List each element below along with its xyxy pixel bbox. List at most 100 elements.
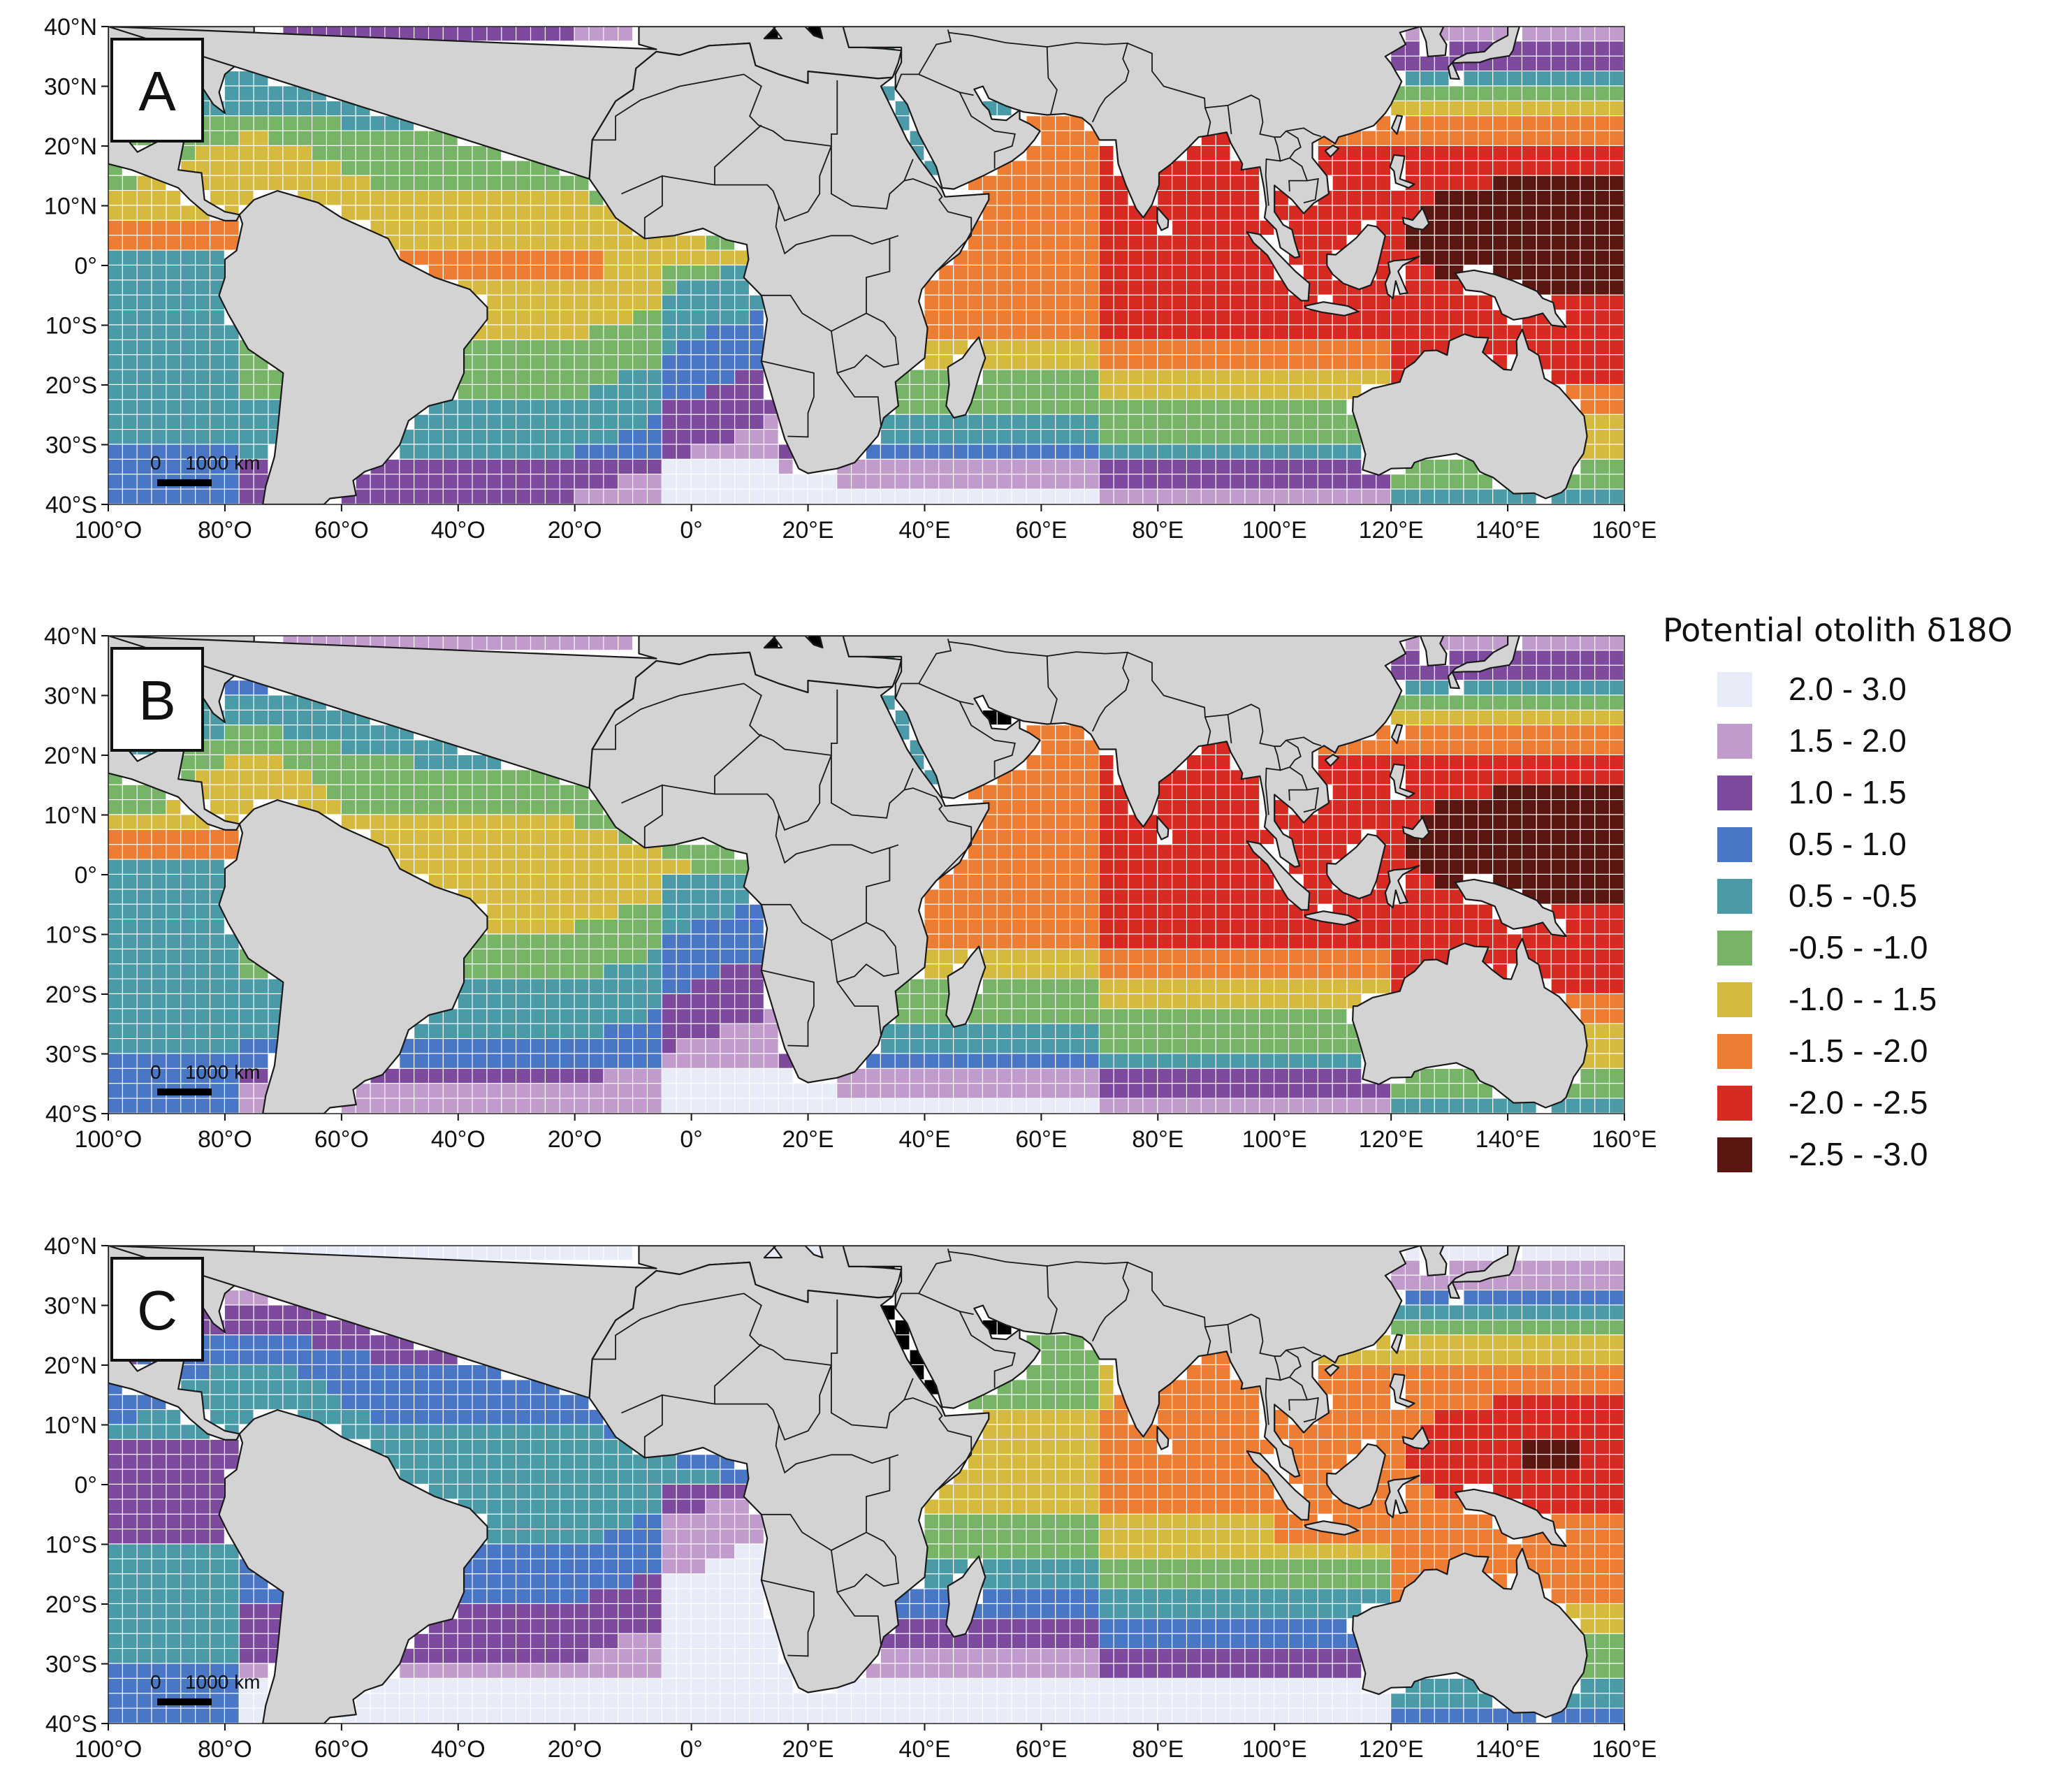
ocean-cell <box>1449 489 1464 504</box>
ocean-cell <box>691 265 706 280</box>
ocean-cell <box>618 964 632 979</box>
ocean-cell <box>1610 1054 1624 1068</box>
ocean-cell <box>1580 27 1595 41</box>
ocean-cell <box>1493 1350 1507 1364</box>
ocean-cell <box>1551 1290 1566 1305</box>
ocean-cell <box>1522 27 1536 41</box>
ocean-cell <box>1187 310 1201 325</box>
ocean-cell <box>472 994 487 1009</box>
ocean-cell <box>196 755 210 770</box>
ocean-cell <box>1566 829 1580 845</box>
ocean-cell <box>1070 161 1084 175</box>
ocean-cell <box>429 235 443 250</box>
ocean-cell <box>1332 325 1347 340</box>
ocean-cell <box>487 934 502 949</box>
ocean-cell <box>546 175 560 190</box>
ocean-cell <box>108 265 122 280</box>
ocean-cell <box>531 1084 545 1098</box>
ocean-cell <box>1012 770 1026 785</box>
ocean-cell <box>1493 710 1507 725</box>
ocean-cell <box>429 636 443 650</box>
ocean-cell <box>1536 146 1551 161</box>
country-border <box>715 184 899 255</box>
ocean-cell <box>560 1068 574 1084</box>
ocean-cell <box>720 430 734 444</box>
ocean-cell <box>1201 430 1216 444</box>
ocean-cell <box>152 400 166 414</box>
ocean-cell <box>1332 934 1347 949</box>
ocean-cell <box>982 250 997 265</box>
ocean-cell <box>1595 1439 1609 1455</box>
ocean-cell <box>400 1394 414 1409</box>
ocean-cell <box>356 1098 370 1113</box>
ocean-cell <box>618 889 632 904</box>
ocean-cell <box>1070 430 1084 444</box>
ocean-cell <box>1012 310 1026 325</box>
ocean-cell <box>604 1485 618 1499</box>
ocean-cell <box>1085 489 1099 504</box>
ocean-cell <box>400 1246 414 1260</box>
ocean-cell <box>1245 295 1260 309</box>
ocean-cell <box>1187 489 1201 504</box>
ocean-cell <box>662 1068 676 1084</box>
ocean-cell <box>1610 1009 1624 1024</box>
ocean-cell <box>487 265 502 280</box>
ocean-cell <box>224 710 239 725</box>
ocean-cell <box>633 235 647 250</box>
ocean-cell <box>1595 949 1609 964</box>
ocean-cell <box>1610 1410 1624 1425</box>
ocean-cell <box>1230 785 1245 799</box>
ocean-cell <box>997 889 1012 904</box>
ocean-cell <box>1230 489 1245 504</box>
ocean-cell <box>400 1439 414 1455</box>
ocean-cell <box>880 1098 895 1113</box>
ocean-cell <box>1566 101 1580 116</box>
ocean-cell <box>1041 444 1056 459</box>
ocean-cell <box>1289 489 1303 504</box>
ocean-cell <box>1099 1410 1114 1425</box>
ocean-cell <box>1172 161 1186 175</box>
ocean-cell <box>1085 919 1099 934</box>
ocean-cell <box>1172 430 1186 444</box>
ocean-cell <box>370 131 385 145</box>
ocean-cell <box>1245 474 1260 489</box>
ocean-cell <box>982 459 997 474</box>
ocean-cell <box>1580 919 1595 934</box>
ocean-cell <box>895 101 910 116</box>
ocean-cell <box>370 191 385 205</box>
ocean-cell <box>1012 1380 1026 1394</box>
ocean-cell <box>1026 1425 1041 1439</box>
ocean-cell <box>1187 444 1201 459</box>
ocean-cell <box>1508 220 1522 235</box>
ocean-cell <box>1304 859 1318 874</box>
ocean-cell <box>1508 191 1522 205</box>
ocean-cell <box>1099 1068 1114 1084</box>
ocean-cell <box>1580 489 1595 504</box>
ocean-cell <box>1580 785 1595 799</box>
ocean-cell <box>1522 1410 1536 1425</box>
ocean-cell <box>1610 295 1624 309</box>
ocean-cell <box>968 1455 982 1469</box>
ocean-cell <box>735 280 749 295</box>
ocean-cell <box>1610 220 1624 235</box>
ocean-cell <box>1536 41 1551 56</box>
ocean-cell <box>1172 280 1186 295</box>
ocean-cell <box>268 1320 283 1335</box>
ocean-cell <box>1056 161 1070 175</box>
ocean-cell <box>1318 355 1332 370</box>
ocean-cell <box>1143 414 1158 429</box>
ocean-cell <box>720 1068 734 1084</box>
ocean-cell <box>1551 340 1566 355</box>
lat-tick-label: 40°N <box>44 623 97 650</box>
ocean-cell <box>910 400 924 414</box>
ocean-cell <box>1172 1469 1186 1484</box>
ocean-cell <box>1158 904 1172 919</box>
ocean-cell <box>443 161 458 175</box>
ocean-cell <box>706 474 720 489</box>
ocean-cell <box>1406 191 1420 205</box>
land-mass <box>1326 224 1386 291</box>
ocean-cell <box>385 175 400 190</box>
ocean-cell <box>1406 904 1420 919</box>
ocean-cell <box>1610 1320 1624 1335</box>
ocean-cell <box>181 1039 195 1054</box>
